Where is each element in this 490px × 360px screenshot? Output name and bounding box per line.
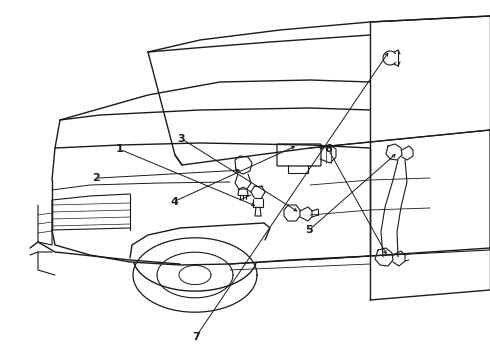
Text: 6: 6 [324,144,332,154]
Text: 3: 3 [177,134,185,144]
Text: 4: 4 [170,197,178,207]
Text: 5: 5 [305,225,313,235]
Text: 2: 2 [92,173,99,183]
Text: 1: 1 [116,144,124,154]
Text: 7: 7 [192,332,200,342]
